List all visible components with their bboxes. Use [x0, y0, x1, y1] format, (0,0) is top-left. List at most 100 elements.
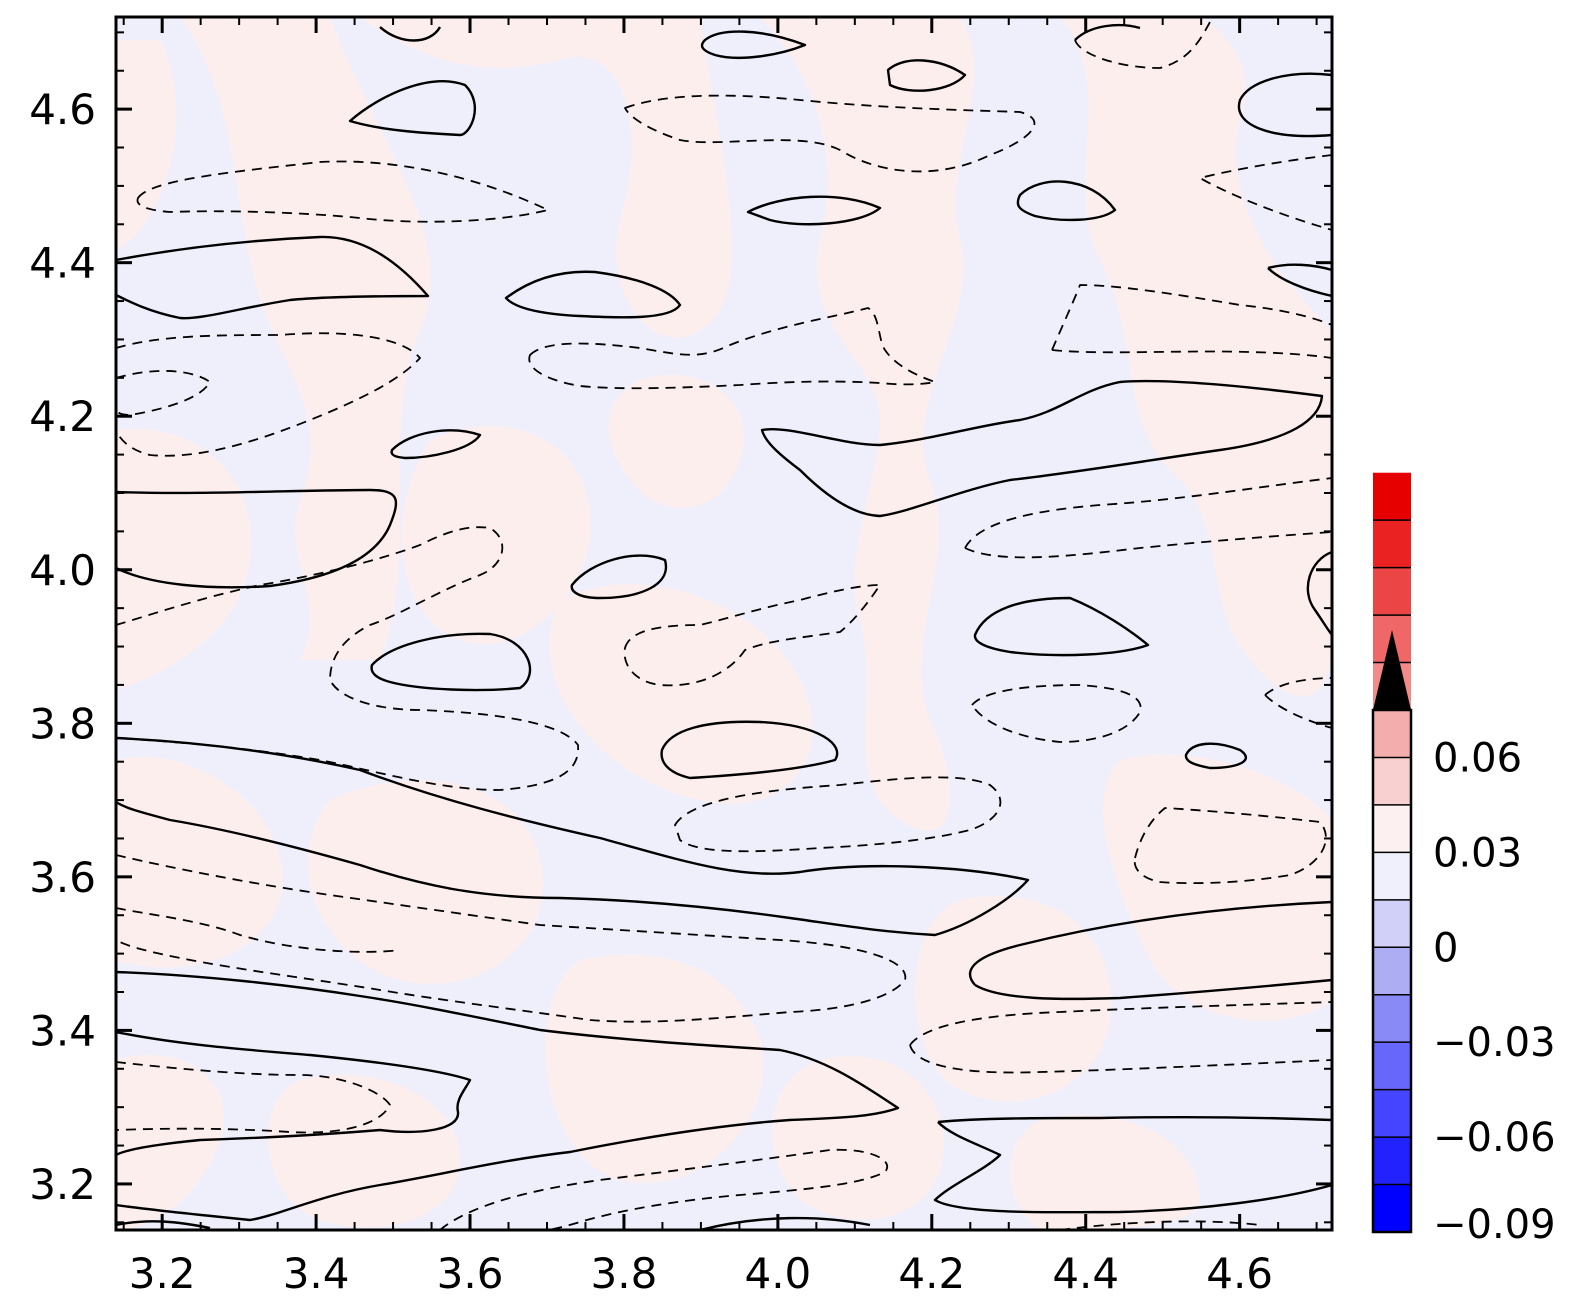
y-axis-tick-labels: 3.2 3.4 3.6 3.8 4.0 4.2 4.4 4.6	[29, 85, 96, 1209]
solid-contour-line	[370, 632, 532, 692]
solid-contour-line	[1184, 742, 1247, 770]
positive-region	[608, 374, 744, 508]
positive-region	[915, 896, 1112, 1102]
dashed-contour-line	[439, 1148, 888, 1230]
solid-contour-line	[379, 26, 442, 42]
solid-contour-line	[937, 1115, 1332, 1124]
solid-contour-line	[699, 1216, 871, 1230]
dashed-contour-line	[1051, 284, 1332, 351]
positive-region	[772, 1056, 944, 1220]
dashed-contour-line	[136, 160, 549, 223]
solid-contour-line	[348, 80, 477, 137]
dashed-contour-line	[116, 332, 421, 457]
dashed-contour-line	[1133, 807, 1327, 885]
dashed-contour-line	[116, 370, 211, 416]
dashed-contour-line	[909, 1001, 1332, 1046]
colorbar-tick-labels: 0.06 0.03 0 −0.03 −0.06 −0.09	[1433, 735, 1556, 1248]
y-tick-label: 3.6	[29, 853, 96, 902]
colorbar-swatch	[1373, 1137, 1411, 1185]
y-tick-label: 3.4	[29, 1006, 96, 1055]
colorbar-ticks	[1373, 519, 1411, 1186]
x-axis-tick-labels: 3.2 3.4 3.6 3.8 4.0 4.2 4.4 4.6	[129, 1249, 1273, 1298]
plot-area: 3.2 3.4 3.6 3.8 4.0 4.2 4.4 4.6 3.2 3.4 3.6 3.8 4.0…	[29, 15, 1334, 1298]
positive-region	[760, 17, 975, 831]
solid-contour-line	[973, 596, 1150, 657]
dashed-contour-line	[116, 1061, 391, 1134]
positive-region	[360, 17, 732, 338]
colorbar-swatch	[1373, 1184, 1411, 1232]
solid-contour-line	[570, 554, 668, 600]
solid-contour-line	[1016, 180, 1117, 222]
colorbar-swatch	[1373, 947, 1411, 995]
solid-contour-line	[1267, 267, 1332, 298]
solid-contour-line	[968, 900, 1332, 986]
colorbar: 0.06 0.03 0 −0.03 −0.06 −0.09	[1371, 472, 1556, 1248]
positive-region	[549, 584, 813, 804]
solid-contour-line	[116, 235, 430, 320]
solid-contour-line	[746, 195, 882, 226]
dashed-contour-line	[116, 854, 907, 1023]
colorbar-swatch	[1373, 1089, 1411, 1138]
colorbar-swatch	[1373, 520, 1411, 568]
dashed-contour-line	[1264, 677, 1332, 696]
colorbar-extend-arrow	[1373, 630, 1411, 710]
solid-contour-line	[116, 736, 1030, 937]
dashed-contour-line	[674, 776, 1002, 853]
positive-region	[180, 17, 431, 660]
dashed-contour-line	[971, 684, 1142, 743]
colorbar-tick-label: −0.06	[1433, 1115, 1556, 1161]
dashed-contour-line	[116, 526, 579, 791]
solid-contour-line	[660, 720, 839, 780]
solid-contour-line	[760, 379, 1324, 518]
dashed-contour-line	[623, 584, 881, 687]
colorbar-swatch	[1373, 1042, 1411, 1090]
colorbar-tick-label: 0	[1433, 925, 1458, 971]
dashed-contours	[116, 21, 1332, 1230]
solid-contour-line	[1306, 550, 1332, 636]
y-tick-label: 4.6	[29, 85, 96, 134]
solid-contour-line	[390, 429, 482, 460]
axis-ticks	[116, 17, 1332, 1230]
dashed-contour-line	[116, 907, 401, 953]
positive-region	[267, 1074, 460, 1228]
positive-region	[545, 954, 764, 1184]
x-tick-label: 3.8	[591, 1249, 658, 1298]
dashed-contour-line	[964, 477, 1332, 549]
solid-contour-line	[116, 970, 900, 1222]
solid-contour-line	[504, 270, 682, 319]
positive-region	[1010, 1114, 1200, 1230]
y-tick-label: 4.0	[29, 546, 96, 595]
dashed-contour-line	[964, 531, 1332, 559]
y-tick-label: 3.2	[29, 1160, 96, 1209]
x-tick-label: 4.6	[1206, 1249, 1273, 1298]
plot-frame	[114, 15, 1334, 1232]
solid-contour-line	[116, 1030, 472, 1157]
y-tick-label: 4.4	[29, 239, 96, 288]
colorbar-swatch	[1373, 710, 1411, 758]
colorbar-tick-label: 0.06	[1433, 735, 1522, 781]
positive-region	[1103, 754, 1332, 1021]
x-tick-label: 4.2	[898, 1249, 965, 1298]
x-tick-label: 4.4	[1052, 1249, 1119, 1298]
dashed-contour-line	[528, 307, 936, 390]
colorbar-swatch	[1373, 567, 1411, 616]
y-tick-label: 4.2	[29, 392, 96, 441]
solid-contours	[116, 23, 1332, 1230]
solid-contour-line	[1267, 263, 1332, 272]
dashed-contour-line	[1074, 21, 1211, 69]
positive-region	[307, 780, 544, 984]
solid-contour-line	[1074, 23, 1141, 41]
solid-contour-line	[933, 1121, 1332, 1214]
solid-contour-line	[886, 59, 967, 92]
colorbar-tick-label: −0.09	[1433, 1202, 1556, 1248]
colorbar-tick-label: 0.03	[1433, 830, 1522, 876]
colorbar-tick-label: −0.03	[1433, 1020, 1556, 1066]
solid-contour-line	[116, 488, 398, 589]
y-tick-label: 3.8	[29, 699, 96, 748]
dashed-contour-line	[1199, 154, 1332, 231]
colorbar-swatch	[1373, 757, 1411, 805]
dashed-contour-line	[909, 1044, 1332, 1074]
x-tick-label: 3.4	[283, 1249, 350, 1298]
positive-region	[116, 428, 252, 690]
